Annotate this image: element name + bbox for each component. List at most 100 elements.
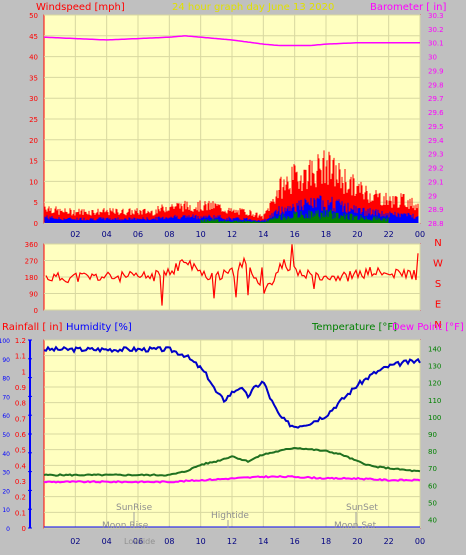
barometer-tick-label: 28.8 — [428, 220, 444, 228]
rainfall-tick-label: 0.3 — [15, 478, 26, 486]
temperature-tick-label: 80 — [428, 448, 437, 456]
humidity-tick-label: 100 — [0, 338, 10, 345]
barometer-tick-label: 30.1 — [428, 40, 444, 48]
barometer-tick-label: 29.8 — [428, 81, 444, 89]
barometer-tick-label: 30.3 — [428, 12, 444, 20]
bottom-x-tick-label: 06 — [133, 537, 143, 546]
humidity-tick-label: 40 — [2, 451, 10, 458]
top-x-tick-label: 06 — [133, 230, 143, 239]
top-x-tick-label: 16 — [290, 230, 300, 239]
top-x-tick-label: 20 — [352, 230, 362, 239]
compass-letter: E — [435, 300, 441, 311]
bottom-x-tick-label: 10 — [196, 537, 206, 546]
humidity-tick-label: 50 — [2, 432, 10, 439]
bottom-x-tick-label: 12 — [227, 537, 237, 546]
windspeed-tick-label: 0 — [34, 220, 38, 228]
top-x-tick-label: 00 — [415, 230, 425, 239]
humidity-tick-label: 20 — [2, 488, 10, 495]
rainfall-tick-label: 0.4 — [15, 462, 27, 470]
rainfall-tick-label: 0.5 — [15, 447, 26, 455]
barometer-tick-label: 30.2 — [428, 26, 444, 34]
wind-direction-tick-label: 90 — [29, 291, 38, 299]
windspeed-tick-label: 40 — [29, 54, 38, 62]
temperature-tick-label: 50 — [428, 499, 437, 507]
barometer-tick-label: 29.9 — [428, 67, 444, 75]
top-x-tick-label: 18 — [321, 230, 331, 239]
sunset-label: SunSet — [346, 503, 378, 513]
humidity-tick-label: 30 — [2, 470, 10, 477]
wind-direction-tick-label: 270 — [25, 258, 38, 266]
humidity-tick-label: 70 — [2, 394, 10, 401]
barometer-axis: 28.8 28.9 29 29.1 29.2 29.3 29.4 29.5 29.6 29.7 29… — [428, 12, 444, 228]
windspeed-tick-label: 5 — [34, 199, 38, 207]
temperature-label: Temperature [°F] — [311, 322, 397, 333]
rainfall-axis: 0 0.1 0.2 0.3 0.4 0.5 0.6 0.7 0.8 0.9 1 1.1 1.2 — [15, 337, 27, 533]
bottom-grid — [44, 339, 421, 529]
humidity-tick-label: 10 — [2, 507, 10, 514]
barometer-tick-label: 29.3 — [428, 151, 444, 159]
bottom-x-tick-label: 02 — [70, 537, 80, 546]
rainfall-label: Rainfall [ in] — [2, 322, 63, 333]
bottom-x-tick-label: 04 — [102, 537, 112, 546]
barometer-tick-label: 30 — [428, 54, 437, 62]
hightide-label: Hightide — [211, 511, 249, 521]
sunrise-label: SunRise — [116, 503, 153, 513]
windspeed-axis: 0 5 10 15 20 25 30 35 40 45 50 — [29, 12, 38, 228]
temperature-tick-label: 110 — [428, 397, 441, 405]
temperature-tick-label: 90 — [428, 431, 437, 439]
chart-title: 24 hour graph day June 13 2020 — [172, 2, 334, 13]
rainfall-tick-label: 1.1 — [15, 353, 26, 361]
wind-direction-series — [45, 244, 419, 306]
humidity-label: Humidity [%] — [66, 322, 132, 333]
rainfall-tick-label: 1.2 — [15, 337, 26, 345]
windspeed-tick-label: 10 — [29, 178, 38, 186]
temperature-tick-label: 130 — [428, 363, 441, 371]
wind-direction-tick-label: 360 — [25, 241, 38, 249]
top-x-tick-label: 22 — [384, 230, 394, 239]
rainfall-tick-label: 0.8 — [15, 400, 26, 408]
lowtide-label: Lowtide — [124, 537, 155, 546]
barometer-tick-label: 29.7 — [428, 95, 444, 103]
windspeed-tick-label: 30 — [29, 95, 38, 103]
bottom-x-tick-label: 08 — [164, 537, 174, 546]
dewpoint-series — [43, 475, 421, 484]
barometer-tick-label: 29.6 — [428, 109, 444, 117]
barometer-tick-label: 29 — [428, 192, 437, 200]
windspeed-tick-label: 45 — [29, 33, 38, 41]
rainfall-tick-label: 0.1 — [15, 509, 26, 517]
humidity-tick-label: 90 — [2, 357, 10, 364]
humidity-tick-label: 0 — [6, 526, 10, 533]
compass-letter: N — [434, 320, 441, 331]
dewpoint-label: Dew Point [°F] — [392, 322, 464, 333]
event-markers: SunRise Moon Rise Lowtide Hightide SunSe… — [102, 503, 378, 546]
top-x-tick-label: 12 — [227, 230, 237, 239]
top-x-tick-label: 08 — [164, 230, 174, 239]
wind-direction-axis: 0 90 180 270 360 — [25, 241, 38, 315]
moonrise-label: Moon Rise — [102, 521, 149, 531]
wind-direction-tick-label: 180 — [25, 274, 38, 282]
compass-letter: S — [435, 279, 441, 290]
top-x-tick-label: 02 — [70, 230, 80, 239]
bottom-x-tick-label: 14 — [258, 537, 268, 546]
rainfall-tick-label: 0.6 — [15, 431, 27, 439]
top-x-tick-label: 04 — [102, 230, 112, 239]
temperature-tick-label: 140 — [428, 346, 441, 354]
barometer-tick-label: 29.5 — [428, 123, 444, 131]
windspeed-tick-label: 35 — [29, 74, 38, 82]
bottom-x-tick-label: 16 — [290, 537, 300, 546]
windspeed-tick-label: 25 — [29, 116, 38, 124]
temperature-tick-label: 60 — [428, 482, 437, 490]
bottom-x-tick-label: 18 — [321, 537, 331, 546]
barometer-tick-label: 29.4 — [428, 137, 444, 145]
rainfall-tick-label: 1 — [22, 368, 26, 376]
rainfall-tick-label: 0.2 — [15, 494, 26, 502]
temperature-tick-label: 100 — [428, 414, 441, 422]
top-x-axis: 02 04 06 08 10 12 14 16 18 20 22 00 — [70, 230, 425, 239]
windspeed-label: Windspeed [mph] — [36, 2, 125, 13]
wind-direction-grid — [44, 243, 421, 311]
moonset-label: Moon Set — [334, 521, 377, 531]
rainfall-tick-label: 0 — [22, 525, 26, 533]
bottom-x-tick-label: 00 — [415, 537, 425, 546]
